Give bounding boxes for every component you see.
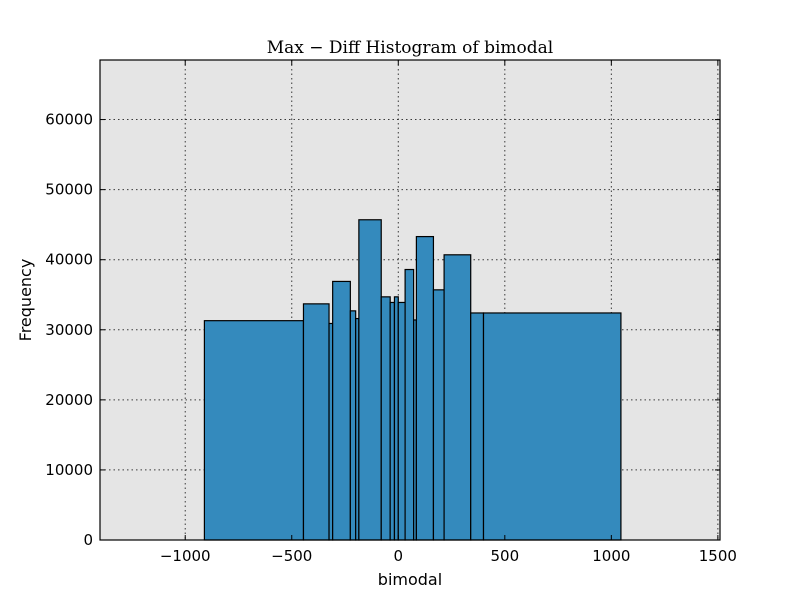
y-tick-label: 0 bbox=[83, 531, 93, 549]
histogram-bar bbox=[443, 254, 472, 541]
histogram-bar bbox=[404, 268, 415, 541]
histogram-bar bbox=[332, 280, 351, 541]
y-tick-label: 40000 bbox=[45, 251, 93, 269]
x-tick-label: 1500 bbox=[699, 547, 737, 565]
histogram-bar bbox=[432, 289, 445, 541]
y-axis-label: Frequency bbox=[16, 259, 35, 342]
histogram-bar bbox=[349, 310, 357, 541]
y-tick-label: 30000 bbox=[45, 321, 93, 339]
chart-title: Max − Diff Histogram of bimodal bbox=[267, 38, 554, 58]
x-tick-label: 0 bbox=[394, 547, 404, 565]
x-axis-label: bimodal bbox=[378, 570, 442, 589]
y-tick-label: 10000 bbox=[45, 461, 93, 479]
histogram-bar bbox=[358, 219, 382, 541]
histogram-bar bbox=[397, 301, 406, 541]
y-tick-label: 60000 bbox=[45, 111, 93, 129]
y-tick-label: 50000 bbox=[45, 181, 93, 199]
histogram-bar bbox=[203, 320, 305, 541]
x-tick-label: 500 bbox=[490, 547, 519, 565]
plot-frame bbox=[99, 59, 721, 541]
histogram-bar bbox=[482, 312, 622, 541]
histogram-bar bbox=[302, 303, 330, 541]
x-tick-label: −500 bbox=[271, 547, 312, 565]
histogram-bar bbox=[380, 296, 391, 541]
x-tick-label: −1000 bbox=[160, 547, 211, 565]
x-tick-label: 1000 bbox=[592, 547, 630, 565]
histogram-bar bbox=[415, 235, 435, 541]
histogram-bar bbox=[470, 312, 485, 541]
histogram-bars bbox=[203, 219, 622, 541]
axis-ticks: −1000 −500 0 500 1000 1500 0 10000 20000 30000 400… bbox=[45, 60, 737, 565]
y-tick-label: 20000 bbox=[45, 391, 93, 409]
histogram-bar bbox=[389, 301, 396, 541]
